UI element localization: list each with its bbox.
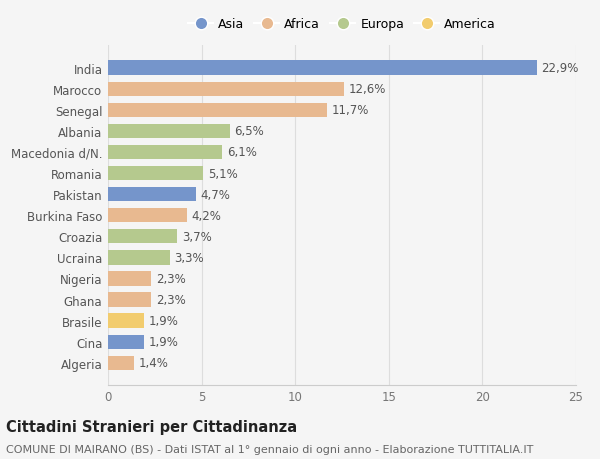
Text: 6,5%: 6,5% [235, 125, 264, 138]
Bar [108, 335, 143, 349]
Bar [108, 82, 344, 97]
Bar [108, 167, 203, 181]
Bar [108, 103, 327, 118]
Bar [108, 62, 536, 76]
Text: 1,4%: 1,4% [139, 357, 169, 369]
Text: Cittadini Stranieri per Cittadinanza: Cittadini Stranieri per Cittadinanza [6, 419, 297, 434]
Bar [108, 314, 143, 328]
Bar [108, 356, 134, 370]
Bar [108, 230, 177, 244]
Bar [108, 293, 151, 307]
Bar [108, 124, 230, 139]
Text: 5,1%: 5,1% [208, 167, 238, 180]
Bar [108, 272, 151, 286]
Text: COMUNE DI MAIRANO (BS) - Dati ISTAT al 1° gennaio di ogni anno - Elaborazione TU: COMUNE DI MAIRANO (BS) - Dati ISTAT al 1… [6, 444, 533, 454]
Legend: Asia, Africa, Europa, America: Asia, Africa, Europa, America [188, 18, 496, 31]
Text: 11,7%: 11,7% [332, 104, 369, 117]
Text: 4,7%: 4,7% [200, 188, 230, 201]
Text: 22,9%: 22,9% [541, 62, 579, 75]
Text: 1,9%: 1,9% [148, 336, 178, 348]
Bar [108, 208, 187, 223]
Text: 12,6%: 12,6% [349, 83, 386, 96]
Bar [108, 146, 222, 160]
Text: 6,1%: 6,1% [227, 146, 257, 159]
Text: 2,3%: 2,3% [156, 293, 185, 306]
Text: 4,2%: 4,2% [191, 209, 221, 222]
Text: 2,3%: 2,3% [156, 272, 185, 285]
Bar [108, 251, 170, 265]
Text: 3,7%: 3,7% [182, 230, 212, 243]
Text: 1,9%: 1,9% [148, 314, 178, 327]
Bar [108, 188, 196, 202]
Text: 3,3%: 3,3% [175, 252, 204, 264]
